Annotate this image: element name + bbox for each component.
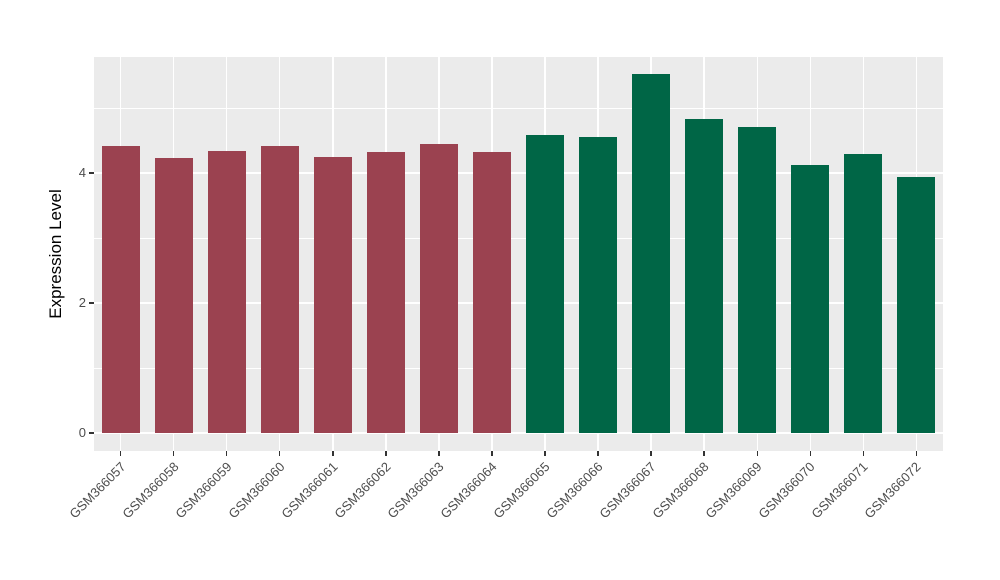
x-axis-tick <box>385 451 387 456</box>
x-axis-tick <box>703 451 705 456</box>
bar <box>419 144 458 433</box>
x-axis-tick <box>119 451 122 456</box>
x-axis-tick <box>862 451 865 456</box>
bar <box>738 126 777 433</box>
bar <box>472 151 511 433</box>
bar <box>579 136 618 433</box>
bar <box>685 119 724 433</box>
bar <box>207 150 246 433</box>
bar <box>844 153 883 433</box>
y-axis-tick <box>89 302 94 304</box>
gridline-major <box>94 432 943 434</box>
x-axis-tick <box>544 451 546 456</box>
x-axis-tick <box>650 451 652 456</box>
bar <box>632 73 671 433</box>
x-axis-tick <box>756 451 759 456</box>
y-tick-label: 0 <box>78 425 86 440</box>
x-axis-tick <box>172 451 175 456</box>
gridline-minor <box>94 237 943 239</box>
x-axis-tick <box>332 451 334 456</box>
y-tick-label: 2 <box>78 295 86 310</box>
x-axis-tick <box>225 451 228 456</box>
x-axis-tick <box>438 451 440 456</box>
x-axis-tick <box>491 451 493 456</box>
bar <box>260 146 299 433</box>
x-axis-tick <box>597 451 599 456</box>
plot-panel <box>94 57 943 451</box>
x-axis-tick <box>915 451 918 456</box>
y-axis-tick <box>89 432 94 434</box>
gridline-major <box>94 172 943 174</box>
bar <box>791 164 830 433</box>
y-tick-label: 4 <box>78 165 86 180</box>
gridline-minor <box>94 367 943 369</box>
bar <box>526 135 565 433</box>
gridline-major <box>94 302 943 304</box>
x-axis-tick <box>809 451 812 456</box>
bar <box>154 158 193 433</box>
bar <box>897 176 936 433</box>
bar <box>313 156 352 433</box>
gridline-minor <box>94 107 943 109</box>
bar <box>101 145 140 433</box>
y-axis-tick <box>89 172 94 174</box>
bar <box>366 152 405 433</box>
x-axis-tick <box>278 451 281 456</box>
